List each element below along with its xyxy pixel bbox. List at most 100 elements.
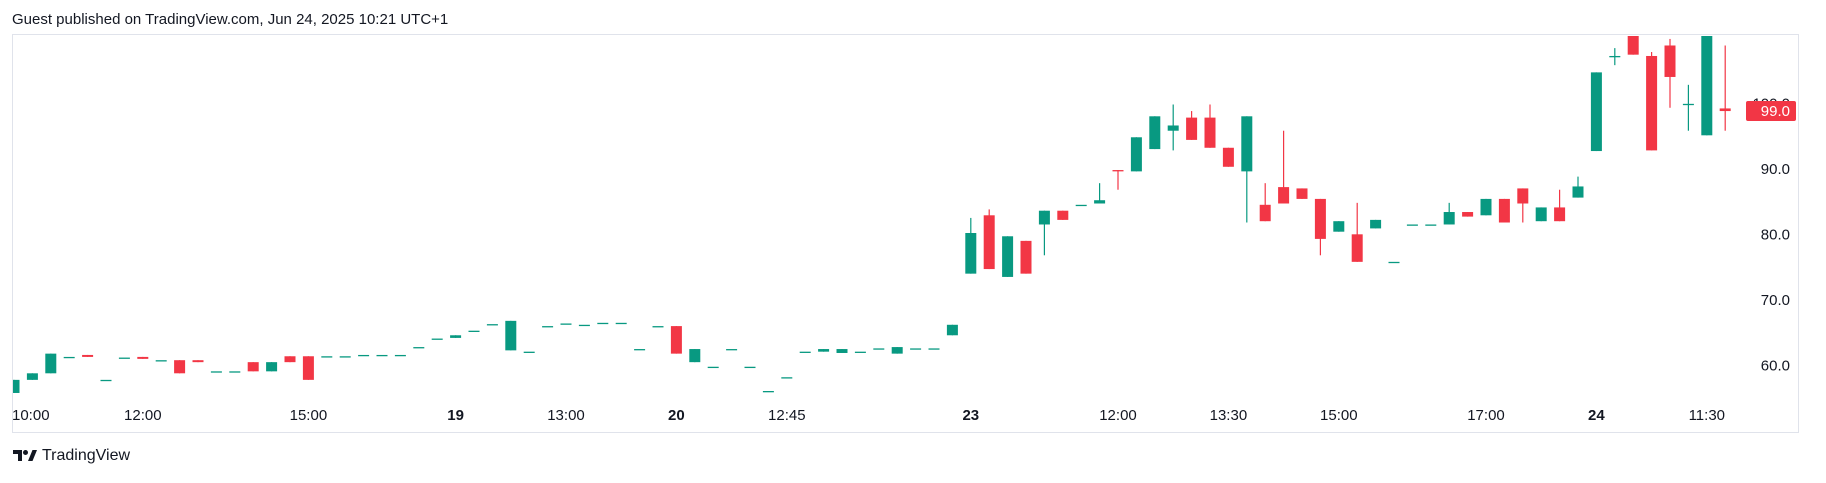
candle-body	[670, 326, 682, 354]
x-tick-label: 15:00	[290, 407, 328, 424]
candle-body	[450, 335, 462, 338]
candle-body	[1112, 170, 1124, 172]
x-tick-label: 17:00	[1467, 407, 1505, 424]
candle-body	[1609, 55, 1621, 58]
candle-body	[413, 347, 425, 349]
x-tick-label: 24	[1588, 407, 1605, 424]
candle-body	[192, 360, 204, 363]
candle-body	[137, 356, 149, 359]
x-tick-label: 10:00	[12, 407, 50, 424]
y-tick-label: 70.0	[1761, 292, 1790, 309]
candle-body	[1075, 204, 1087, 207]
candle-body	[486, 324, 498, 326]
candle-body	[247, 362, 259, 372]
candle-body	[836, 349, 848, 353]
candle-body	[1278, 187, 1290, 204]
candle-body	[468, 330, 480, 332]
candle-body	[1517, 188, 1529, 204]
x-tick-label: 13:30	[1210, 407, 1248, 424]
candle-body	[1370, 219, 1382, 229]
candle-body	[578, 324, 590, 327]
footer-brand: TradingView	[42, 447, 130, 464]
y-tick-label: 80.0	[1761, 227, 1790, 244]
candle-body	[652, 326, 664, 328]
footer-logo	[13, 450, 37, 461]
candle-body	[210, 371, 222, 373]
candle-body	[1480, 198, 1492, 216]
candle-body	[928, 348, 940, 350]
candle-body	[82, 354, 94, 357]
candle-body	[339, 356, 351, 358]
candle-body	[523, 351, 535, 353]
candle-body	[26, 373, 38, 380]
candle-body	[1314, 198, 1326, 239]
candle-body	[1130, 137, 1142, 172]
candle-body	[1406, 224, 1418, 226]
candle-body	[1167, 125, 1179, 131]
candle-body	[1333, 221, 1345, 232]
candle-body	[63, 356, 75, 359]
candle-body	[597, 322, 609, 325]
candle-body	[321, 356, 333, 358]
candle-body	[1443, 212, 1455, 225]
candle-body	[284, 356, 296, 363]
candle-body	[394, 354, 406, 357]
candle-body	[1259, 204, 1271, 222]
y-tick-label: 60.0	[1761, 358, 1790, 375]
candle-body	[634, 349, 646, 351]
candle-body	[873, 348, 885, 350]
candle-body	[1388, 261, 1400, 264]
x-tick-label: 12:00	[124, 407, 162, 424]
candle-body	[1241, 116, 1253, 172]
x-tick-label: 13:00	[547, 407, 585, 424]
candle-body	[1590, 72, 1602, 152]
candle-body	[1646, 55, 1658, 151]
candle-body	[174, 360, 186, 374]
last-price-box	[1746, 101, 1796, 122]
x-tick-label: 12:45	[768, 407, 806, 424]
candle-body	[1425, 224, 1437, 226]
x-tick-label: 11:30	[1689, 407, 1725, 424]
candle-body	[1719, 108, 1731, 112]
candle-body	[983, 215, 995, 270]
candle-body	[762, 391, 774, 393]
candle-body	[799, 351, 811, 353]
x-tick-label: 20	[668, 407, 685, 424]
candle-body	[818, 349, 830, 352]
candle-body	[910, 348, 922, 350]
candle-body	[1535, 207, 1547, 222]
plot-area	[13, 36, 1731, 393]
candle-body	[560, 323, 572, 325]
candle-body	[1462, 212, 1474, 217]
candle-body	[1002, 236, 1014, 277]
candle-body	[1094, 200, 1106, 204]
candle-body	[1627, 36, 1639, 55]
candle-body	[1186, 117, 1198, 140]
x-tick-label: 15:00	[1320, 407, 1358, 424]
candle-body	[1222, 147, 1234, 167]
plot-frame	[12, 34, 1799, 433]
header-text: Guest published on TradingView.com, Jun …	[12, 11, 448, 28]
candle-body	[1682, 103, 1694, 106]
candle-body	[1296, 188, 1308, 199]
candle-body	[1038, 210, 1050, 225]
candle-body	[229, 371, 241, 373]
x-tick-label: 12:00	[1099, 407, 1137, 424]
candle-body	[726, 349, 738, 351]
candle-body	[542, 326, 554, 328]
candle-body	[1020, 240, 1032, 274]
candle-body	[1701, 36, 1713, 136]
x-tick-label: 23	[962, 407, 979, 424]
candle-body	[1554, 207, 1566, 222]
candle-body	[707, 366, 719, 369]
candle-body	[1149, 116, 1161, 150]
candle-body	[358, 354, 370, 357]
last-price-label: 99.0	[1761, 103, 1790, 120]
candle-body	[1204, 117, 1216, 148]
candle-body	[118, 357, 130, 359]
candle-body	[781, 377, 793, 379]
candle-body	[891, 347, 903, 354]
candle-body	[505, 320, 517, 351]
